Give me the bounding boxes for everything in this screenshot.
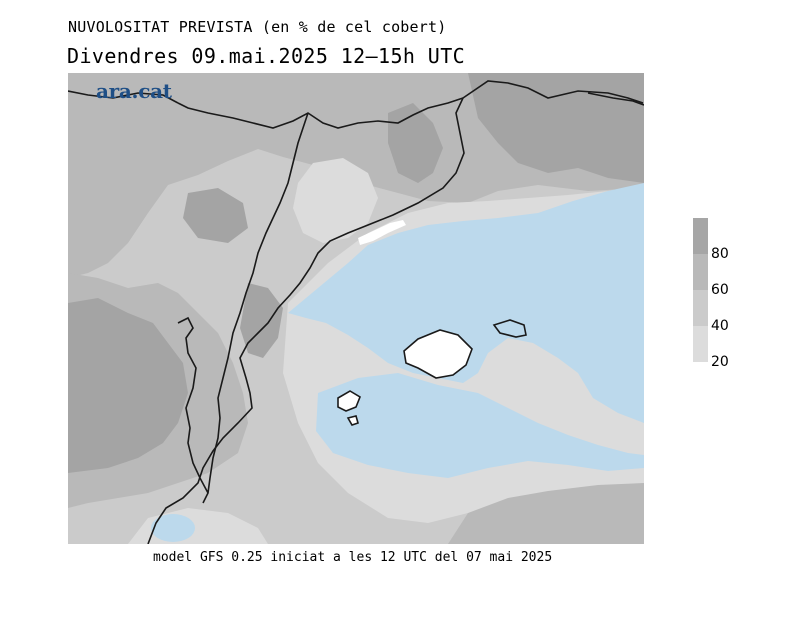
ibiza-clear [337, 390, 361, 412]
clear-sky-patch-southwest [151, 514, 195, 542]
border-east-strip [587, 92, 644, 106]
model-info-footer: model GFS 0.25 iniciat a les 12 UTC del … [153, 550, 553, 565]
clear-sky-sea-region [288, 183, 644, 423]
coastline-mainland [147, 80, 644, 544]
legend-band-20-40 [693, 326, 708, 362]
legend-band-40-60 [693, 290, 708, 326]
legend-tick-40: 40 [711, 318, 729, 334]
legend-tick-60: 60 [711, 282, 729, 298]
cover-80-100-region-north-patch [183, 188, 248, 243]
cover-80-100-region-pyrenees [388, 103, 443, 183]
cloud-cover-map [68, 73, 644, 544]
border-aragon-valencia [177, 316, 209, 494]
cover-80-100-region-west [68, 298, 188, 473]
mallorca-clear [403, 329, 473, 379]
clear-sky-patch-south [413, 419, 503, 463]
menorca-clear [492, 319, 527, 338]
map-title: NUVOLOSITAT PREVISTA (en % de cel cobert… [68, 18, 447, 36]
cloud-cover-legend: 80 60 40 20 [693, 218, 753, 378]
cover-60-80-region-southeast [448, 471, 644, 544]
coast-clear-strip [358, 220, 406, 245]
legend-band-80-100 [693, 218, 708, 254]
formentera-clear [346, 415, 359, 426]
border-catalonia-aragon [202, 112, 309, 504]
legend-tick-80: 80 [711, 246, 729, 262]
forecast-datetime: Divendres 09.mai.2025 12—15h UTC [67, 44, 466, 68]
legend-tick-20: 20 [711, 354, 729, 370]
border-north-strip [68, 90, 179, 104]
cover-20-40-region-catalonia [293, 158, 378, 243]
legend-band-60-80 [693, 254, 708, 290]
border-spain-france [177, 97, 464, 129]
ara-cat-logo: ara.cat [96, 79, 172, 103]
cover-80-100-region-northeast [468, 73, 644, 183]
